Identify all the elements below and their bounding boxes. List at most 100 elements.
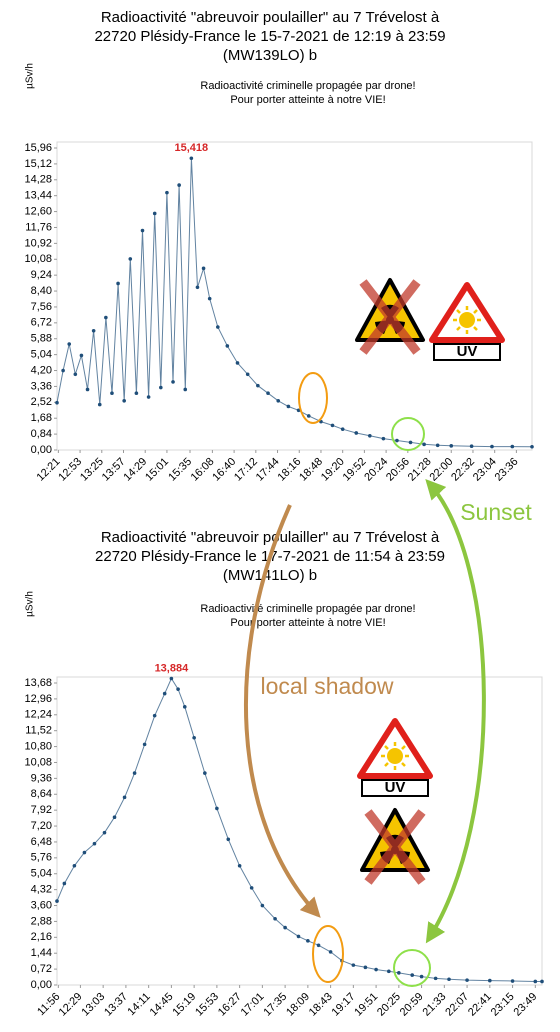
x-tick-label: 16:40 xyxy=(210,456,238,484)
data-point xyxy=(235,361,240,365)
x-tick-label: 22:41 xyxy=(466,991,494,1019)
data-point xyxy=(510,979,515,983)
data-point xyxy=(128,257,133,261)
chart-subtitle: Pour porter atteinte à notre VIE! xyxy=(230,94,385,106)
data-point xyxy=(110,391,114,396)
y-tick-label: 1,44 xyxy=(31,947,52,959)
data-point xyxy=(340,427,345,431)
y-tick-label: 5,04 xyxy=(31,349,52,361)
plot-area xyxy=(56,676,543,986)
highlight-circle xyxy=(298,372,328,424)
y-tick-label: 13,44 xyxy=(24,190,52,202)
y-tick-label: 11,52 xyxy=(25,725,52,737)
x-tick-label: 18:09 xyxy=(284,991,312,1019)
data-point xyxy=(374,967,378,972)
data-point xyxy=(395,438,399,443)
data-point xyxy=(192,735,196,740)
y-tick-label: 12,24 xyxy=(24,709,52,721)
data-point xyxy=(182,705,187,709)
x-tick-label: 19:17 xyxy=(330,991,358,1019)
x-tick-label: 20:25 xyxy=(375,991,403,1019)
y-tick-label: 11,76 xyxy=(25,221,52,233)
data-point xyxy=(134,391,139,396)
data-point xyxy=(530,444,534,449)
x-tick-label: 17:12 xyxy=(232,456,260,484)
x-tick-label: 16:08 xyxy=(189,456,217,484)
data-point xyxy=(62,881,67,886)
highlight-circle xyxy=(312,925,344,983)
y-tick-label: 15,96 xyxy=(24,142,52,154)
data-point xyxy=(316,943,321,948)
data-point xyxy=(92,841,97,846)
y-tick-label: 0,00 xyxy=(31,979,52,991)
y-tick-label: 5,88 xyxy=(31,333,52,345)
x-tick-label: 19:52 xyxy=(341,456,369,484)
data-point xyxy=(419,974,424,979)
plot-area xyxy=(56,141,533,451)
data-point xyxy=(249,886,254,890)
data-point xyxy=(237,863,242,868)
data-point xyxy=(195,285,200,290)
x-tick-label: 23:15 xyxy=(489,991,517,1019)
data-point xyxy=(122,795,127,800)
y-tick-label: 14,28 xyxy=(24,174,52,186)
y-tick-label: 8,64 xyxy=(31,788,52,800)
x-tick-label: 14:45 xyxy=(148,991,176,1019)
x-tick-label: 20:59 xyxy=(398,991,426,1019)
data-point xyxy=(140,228,145,233)
data-point xyxy=(354,431,359,435)
x-tick-label: 16:27 xyxy=(216,991,244,1019)
y-tick-label: 4,32 xyxy=(31,884,52,896)
data-point xyxy=(85,387,90,392)
highlight-circle xyxy=(391,417,425,451)
x-tick-label: 20:24 xyxy=(362,456,390,484)
data-point xyxy=(363,965,368,970)
data-point xyxy=(162,691,167,696)
data-point xyxy=(256,383,260,388)
y-tick-label: 13,68 xyxy=(24,677,52,689)
y-tick-label: 0,72 xyxy=(31,963,52,975)
data-point xyxy=(328,950,333,954)
x-tick-label: 12:53 xyxy=(56,456,84,484)
x-tick-label: 18:16 xyxy=(275,456,303,484)
arrow xyxy=(243,504,321,918)
x-tick-label: 17:01 xyxy=(239,991,267,1019)
y-tick-label: 9,24 xyxy=(31,269,52,281)
data-point xyxy=(540,979,544,984)
data-point xyxy=(79,353,84,358)
x-tick-label: 18:48 xyxy=(297,456,325,484)
x-tick-label: 13:03 xyxy=(79,991,107,1019)
data-point xyxy=(55,400,59,405)
y-axis-label: µSv/h xyxy=(25,591,36,617)
chart-subtitle: Pour porter atteinte à notre VIE! xyxy=(230,617,385,629)
x-tick-label: 14:11 xyxy=(125,991,152,1018)
x-tick-label: 23:49 xyxy=(512,991,540,1019)
data-point xyxy=(387,969,391,974)
y-tick-label: 9,36 xyxy=(31,772,52,784)
data-point xyxy=(225,344,230,348)
data-point xyxy=(266,391,270,396)
x-tick-label: 14:29 xyxy=(121,456,149,484)
x-tick-label: 20:56 xyxy=(384,456,412,484)
data-point xyxy=(122,399,126,403)
data-point xyxy=(203,771,207,775)
data-point xyxy=(152,211,157,216)
data-point xyxy=(142,742,147,747)
x-tick-label: 23:36 xyxy=(493,456,521,484)
chart-subtitle: Radioactivité criminelle propagée par dr… xyxy=(200,603,415,615)
x-tick-label: 12:29 xyxy=(57,991,85,1019)
data-point xyxy=(306,414,311,418)
data-point xyxy=(296,934,301,939)
x-tick-label: 22:07 xyxy=(443,991,471,1019)
y-tick-label: 5,76 xyxy=(31,852,52,864)
x-tick-label: 19:51 xyxy=(352,991,380,1019)
y-tick-label: 8,40 xyxy=(31,285,52,297)
data-point xyxy=(146,395,151,399)
data-point xyxy=(169,676,174,681)
data-point xyxy=(408,440,413,445)
data-point xyxy=(435,443,440,448)
data-point xyxy=(433,976,438,981)
y-tick-label: 15,12 xyxy=(24,158,52,170)
data-point xyxy=(381,436,386,441)
data-point xyxy=(67,342,72,346)
